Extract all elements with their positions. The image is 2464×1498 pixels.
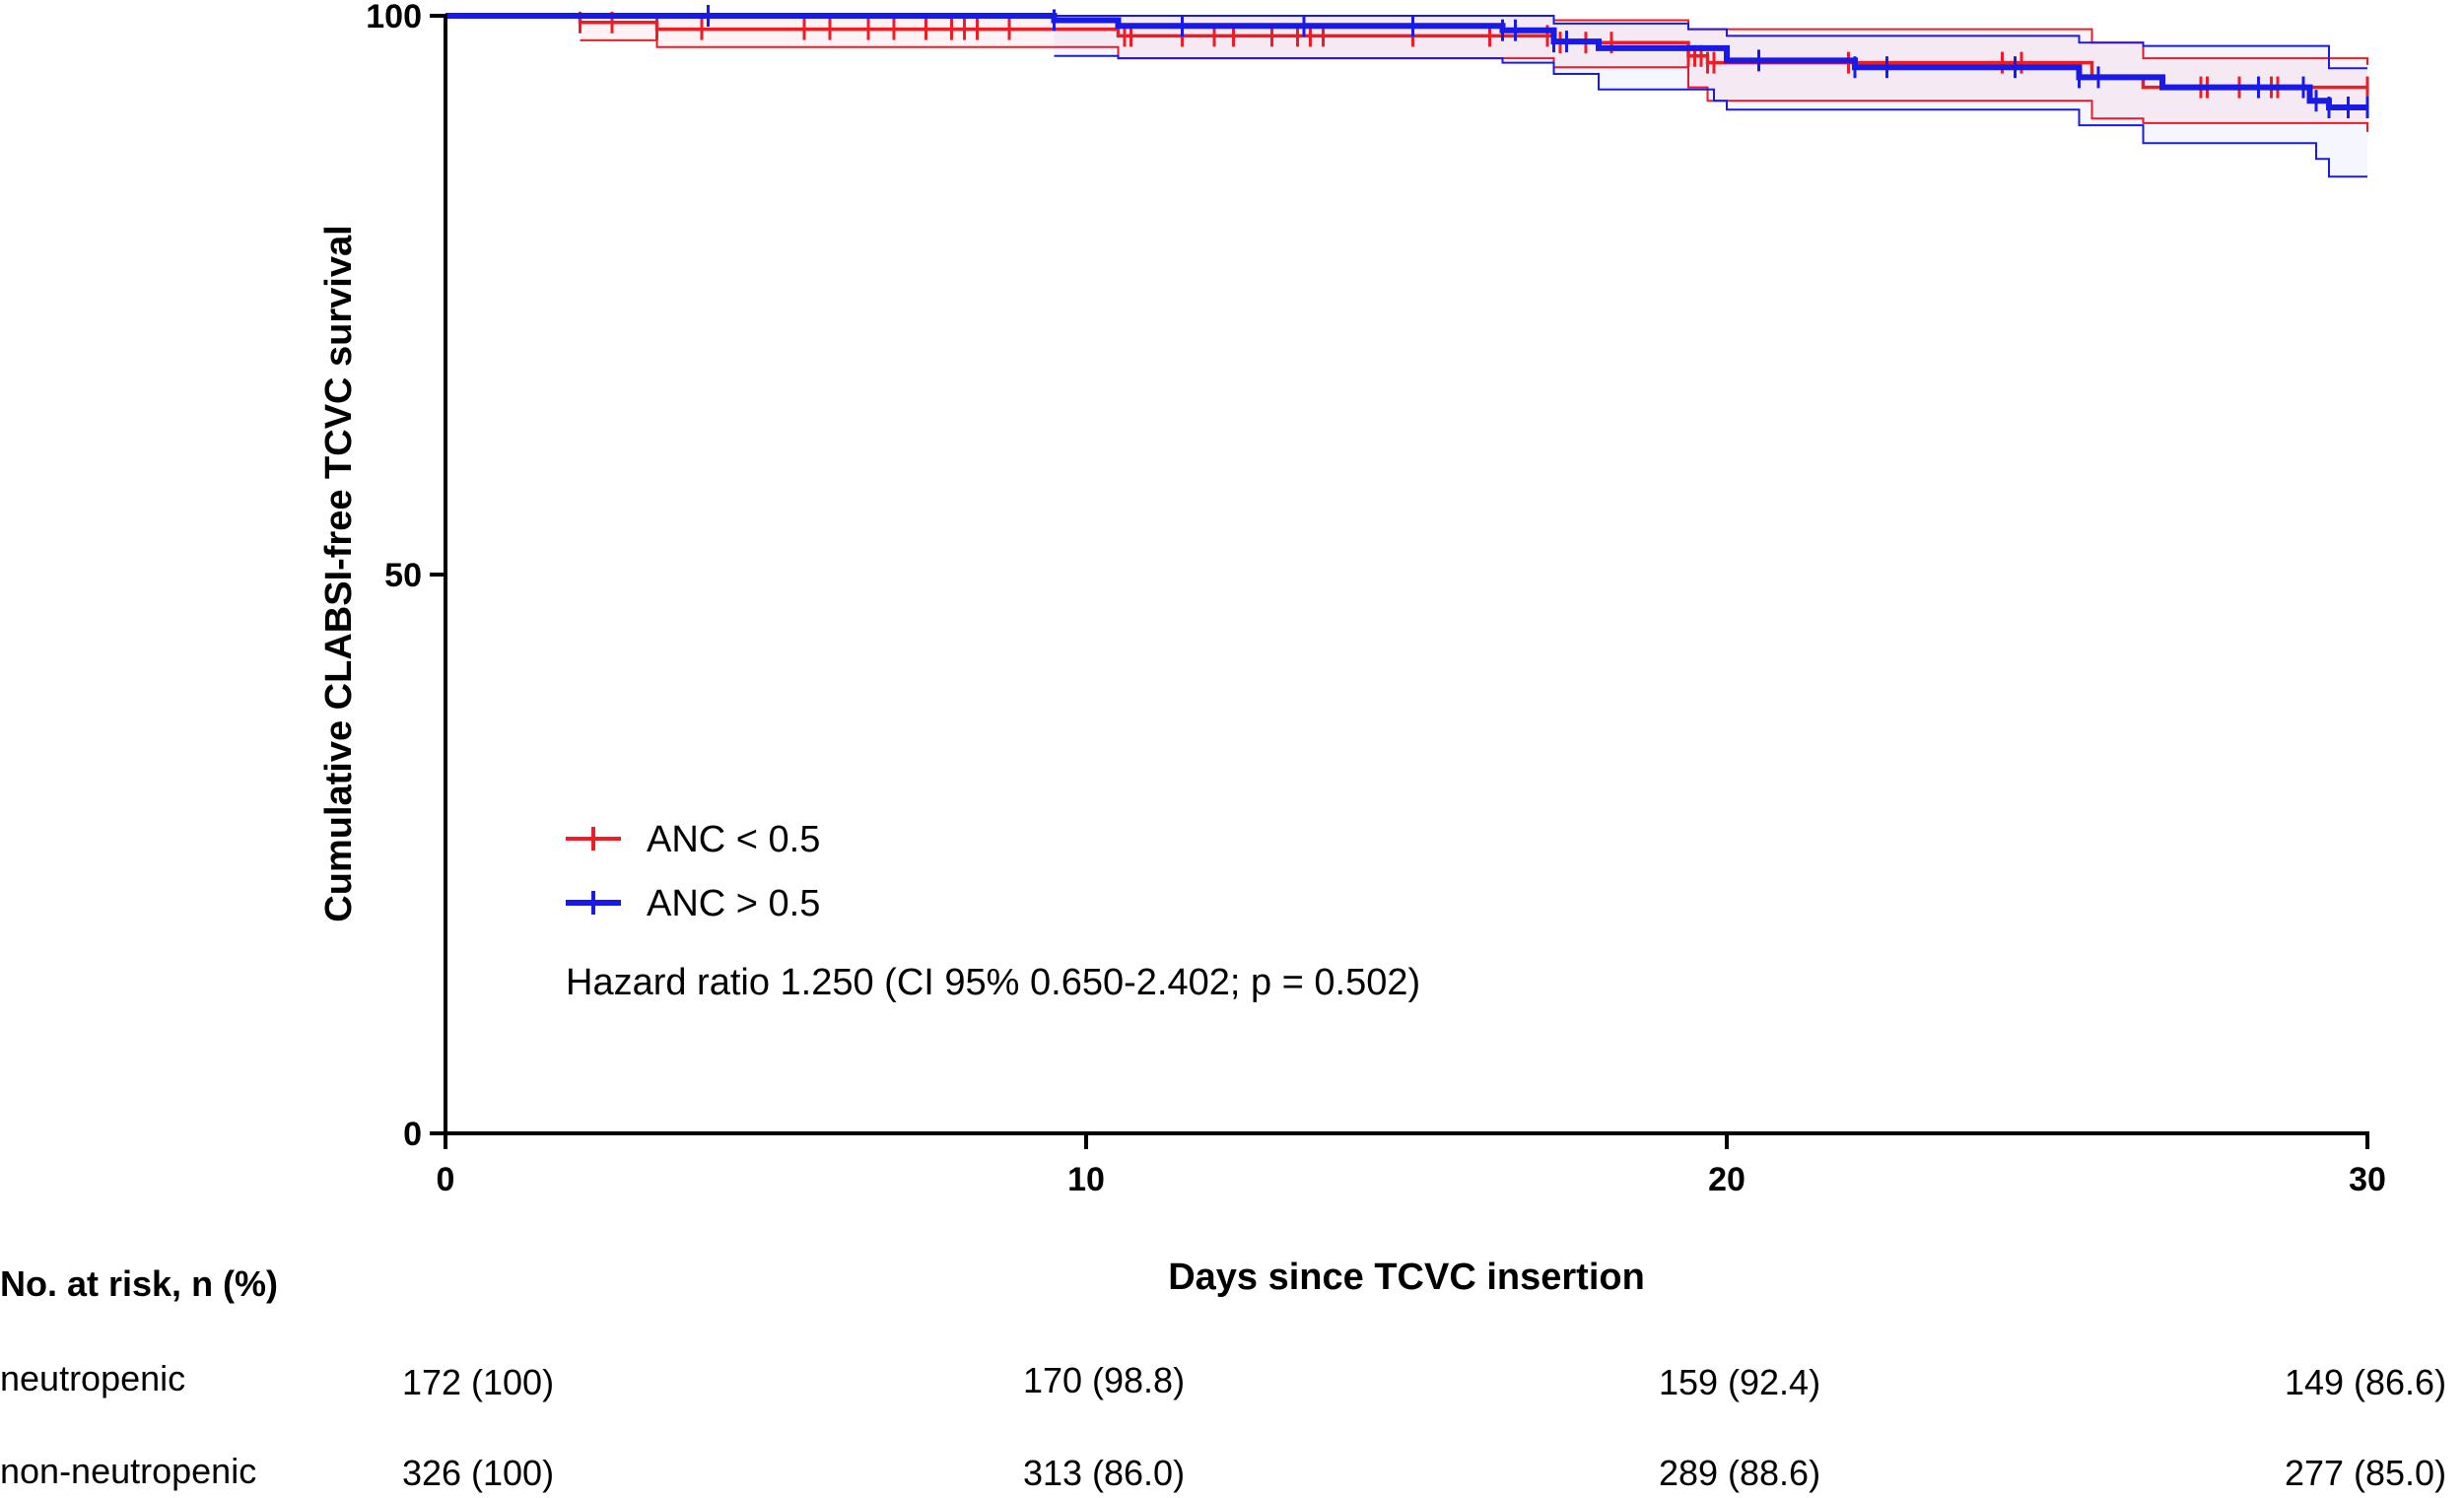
ci-band-anc-low	[580, 16, 2367, 132]
axes: 100 50 0 0 10 20 30 Cumulative CLABSI-fr…	[318, 0, 2386, 1298]
ci-lower-line-anc-low	[580, 38, 2368, 132]
y-tick-label-100: 100	[366, 0, 422, 35]
risk-cell: 170 (98.8)	[1022, 1360, 1186, 1400]
y-tick-label-0: 0	[403, 1116, 422, 1153]
risk-row-label-neutropenic: neutropenic	[0, 1358, 186, 1398]
risk-cell: 172 (100)	[401, 1362, 555, 1402]
y-tick-label-50: 50	[384, 557, 422, 594]
x-tick-label-0: 0	[437, 1161, 455, 1198]
risk-cell: 277 (85.0)	[2284, 1453, 2447, 1493]
x-axis-title: Days since TCVC insertion	[1168, 1257, 1645, 1298]
ci-lower-line-anc-high	[1054, 54, 2367, 178]
y-axis-title: Cumulative CLABSI-free TCVC survival	[318, 225, 360, 921]
hazard-ratio-annotation: Hazard ratio 1.250 (CI 95% 0.650-2.402; …	[566, 962, 1420, 1003]
survival-line-anc-high	[445, 13, 2367, 110]
risk-cell: 313 (86.0)	[1022, 1453, 1186, 1493]
risk-cell: 149 (86.6)	[2284, 1362, 2447, 1402]
x-tick-label-20: 20	[1708, 1161, 1745, 1198]
ci-upper-line-anc-high	[1054, 15, 2367, 70]
risk-cell: 159 (92.4)	[1658, 1362, 1821, 1402]
risk-table-title: No. at risk, n (%)	[0, 1263, 279, 1304]
confidence-band-layer	[580, 15, 2368, 178]
series-layer	[445, 5, 2369, 118]
legend-label-anc-low: ANC < 0.5	[647, 819, 820, 860]
risk-row-label-non-neutropenic: non-neutropenic	[0, 1451, 257, 1491]
legend: ANC < 0.5 ANC > 0.5 Hazard ratio 1.250 (…	[566, 819, 1420, 1003]
risk-cell: 326 (100)	[401, 1453, 555, 1493]
legend-label-anc-high: ANC > 0.5	[647, 883, 820, 924]
legend-marker-anc-high	[566, 891, 621, 915]
legend-marker-anc-low	[566, 827, 621, 851]
x-tick-label-30: 30	[2349, 1161, 2386, 1198]
x-tick-label-10: 10	[1067, 1161, 1105, 1198]
risk-cell: 289 (88.6)	[1658, 1453, 1821, 1493]
ci-band-anc-high	[1054, 16, 2367, 177]
